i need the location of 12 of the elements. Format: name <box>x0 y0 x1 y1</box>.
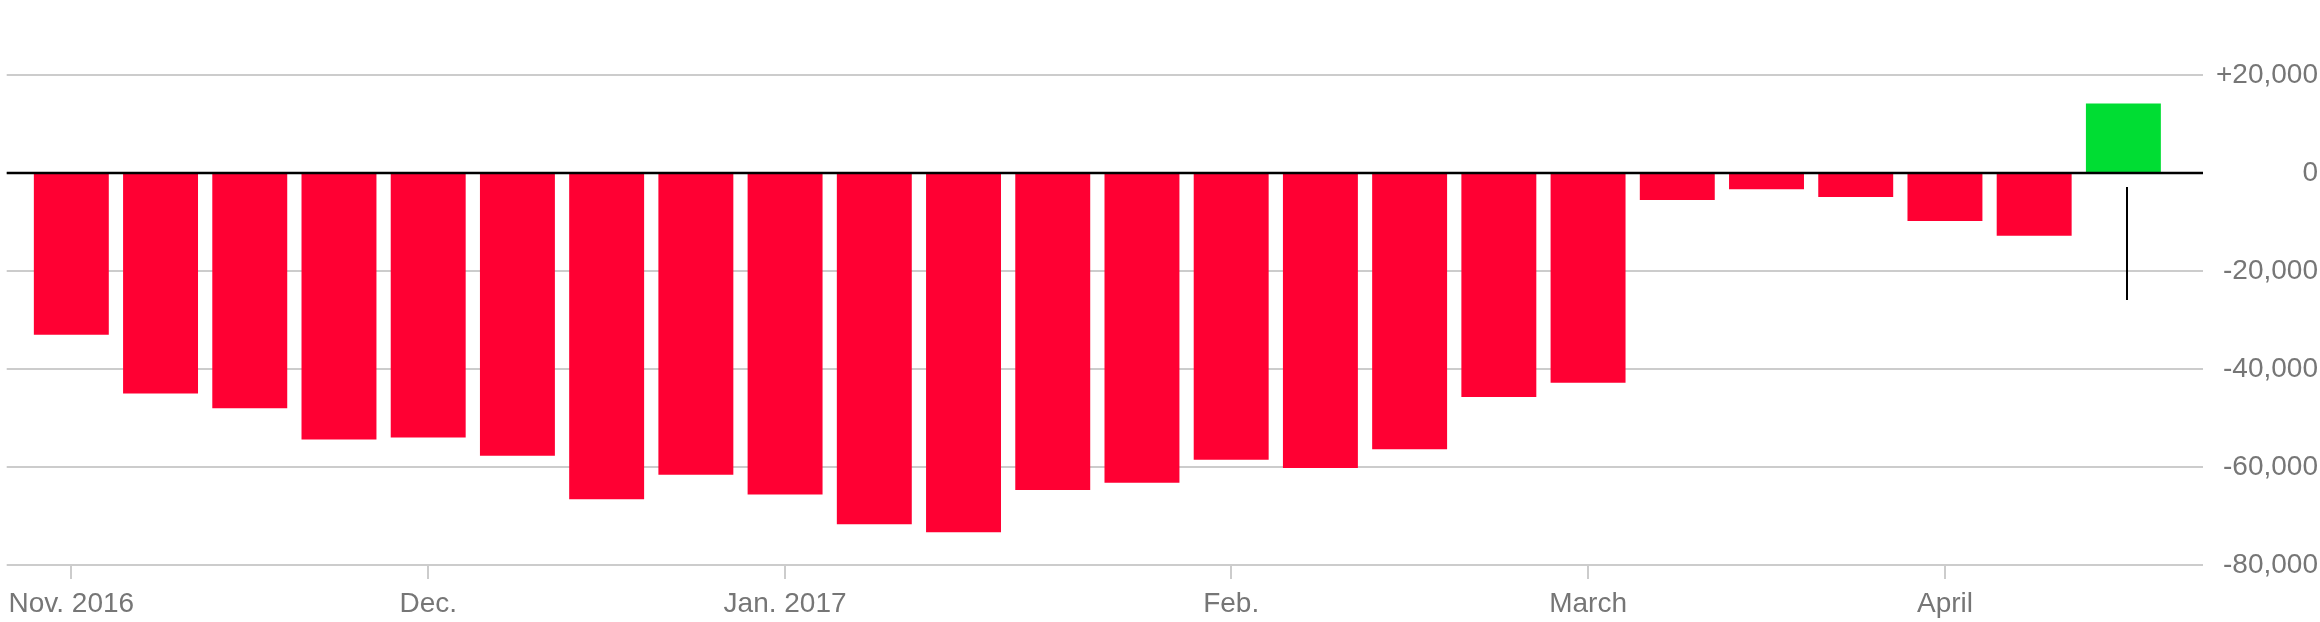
y-tick-label: +20,000 <box>2216 57 2318 89</box>
y-tick-label: 0 <box>2302 155 2318 187</box>
x-tick-label: Nov. 2016 <box>8 586 135 618</box>
y-tick-label: -20,000 <box>2223 253 2318 285</box>
y-tick-label: -80,000 <box>2223 547 2318 579</box>
x-tick-label: March <box>1549 586 1627 618</box>
x-tick-label: April <box>1916 586 1973 618</box>
y-tick-label: -60,000 <box>2223 449 2318 481</box>
x-tick-label: Jan. 2017 <box>723 586 847 618</box>
y-tick-label: -40,000 <box>2223 351 2318 383</box>
x-tick-label: Dec. <box>399 586 457 618</box>
x-tick-label: Feb. <box>1203 586 1260 618</box>
